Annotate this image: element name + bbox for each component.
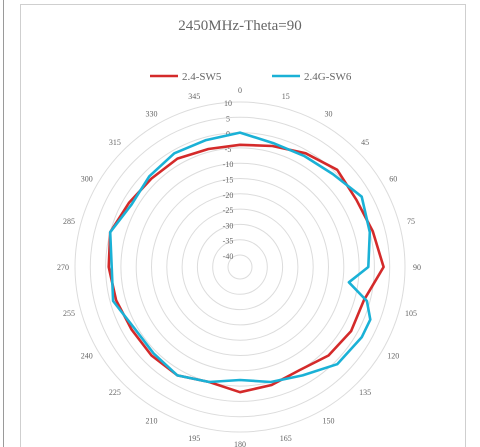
radial-tick-label: -5 [225, 145, 232, 154]
grid-ring [89, 116, 391, 418]
angle-tick-label: 270 [57, 263, 69, 272]
grid-ring [212, 239, 268, 295]
legend: 2.4-SW5 2.4G-SW6 [150, 71, 352, 83]
angle-tick-label: 285 [63, 217, 75, 226]
angle-tick-label: 135 [359, 388, 371, 397]
angle-tick-label: 60 [389, 175, 397, 184]
series-line-1 [107, 143, 385, 394]
angle-tick-label: 150 [323, 416, 335, 425]
angle-tick-label: 225 [109, 388, 121, 397]
grid-ring [227, 254, 253, 280]
radial-tick-label: -10 [223, 160, 234, 169]
chart-title: 2450MHz-Theta=90 [178, 18, 301, 34]
series-line-2 [108, 131, 372, 384]
angle-tick-label: 300 [81, 175, 93, 184]
angle-tick-label: 120 [387, 352, 399, 361]
angle-tick-label: 315 [109, 138, 121, 147]
radial-tick-label: -20 [223, 191, 234, 200]
angle-tick-label: 30 [325, 110, 333, 119]
series-lines [107, 131, 385, 394]
radial-tick-label: -35 [223, 237, 234, 246]
angle-tick-label: 255 [63, 309, 75, 318]
angle-tick-label: 90 [413, 263, 421, 272]
radial-tick-label: -25 [223, 206, 234, 215]
angle-tick-label: 165 [280, 434, 292, 443]
angle-tick-label: 45 [361, 138, 369, 147]
angle-tick-label: 15 [282, 92, 290, 101]
radial-tick-label: -15 [223, 176, 234, 185]
angle-tick-label: 195 [188, 434, 200, 443]
angle-tick-label: 330 [146, 110, 158, 119]
angle-tick-label: 180 [234, 440, 246, 447]
grid-ring [151, 178, 329, 356]
grid-ring [135, 162, 345, 372]
chart-frame [20, 4, 466, 447]
radial-tick-label: 5 [226, 114, 230, 123]
angle-tick-label: 210 [146, 416, 158, 425]
angle-tick-label: 0 [238, 86, 242, 95]
legend-label: 2.4-SW5 [182, 71, 222, 83]
angle-tick-label: 75 [407, 217, 415, 226]
angle-tick-label: 345 [188, 92, 200, 101]
window-edge [3, 0, 4, 447]
angle-labels: 0153045607590105120135150165180195210225… [57, 86, 421, 447]
angle-tick-label: 240 [81, 352, 93, 361]
polar-grid [74, 101, 406, 433]
angle-tick-label: 105 [405, 309, 417, 318]
grid-ring [120, 147, 360, 387]
grid-ring [196, 223, 284, 311]
grid-ring [181, 208, 299, 326]
radial-tick-label: -30 [223, 221, 234, 230]
legend-label: 2.4G-SW6 [304, 71, 352, 83]
grid-ring [166, 193, 314, 341]
radial-tick-label: -40 [223, 252, 234, 261]
radial-tick-label: 10 [224, 99, 232, 108]
grid-ring [105, 132, 375, 402]
grid-ring [74, 101, 406, 433]
